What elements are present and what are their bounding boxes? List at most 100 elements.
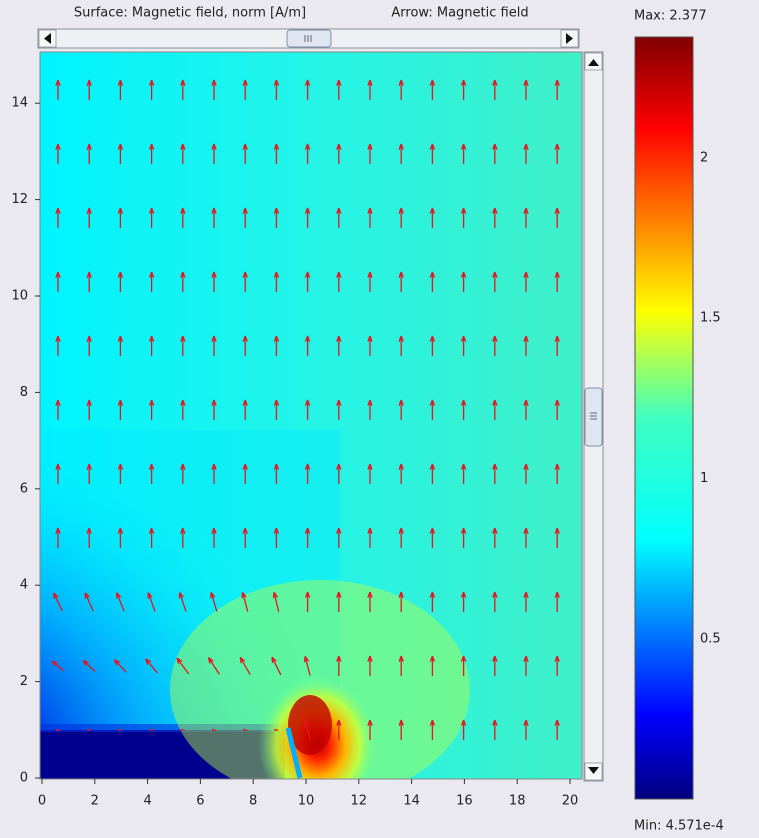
field-arrow [149,728,154,731]
field-arrow [145,658,159,674]
field-arrow [55,79,61,100]
y-tick-label: 6 [20,481,28,496]
field-arrow [117,271,124,292]
field-arrow [86,335,92,356]
field-arrow [86,527,92,549]
field-arrow [242,728,248,731]
field-arrow [429,399,436,420]
field-arrow [460,527,467,548]
field-arrow [51,660,65,672]
field-arrow [336,463,342,484]
field-arrow [398,143,404,164]
field-arrow [554,591,560,612]
colorbar [634,36,694,800]
field-arrow [239,656,251,676]
field-arrow [241,591,249,612]
field-arrow [211,143,217,164]
field-arrow [460,719,467,740]
field-arrow [55,463,61,484]
field-arrow [117,335,124,356]
field-arrow [55,399,61,420]
x-tick-label: 2 [91,794,99,809]
field-arrow [86,271,92,292]
field-arrow [398,719,404,740]
field-arrow [492,591,498,612]
field-arrow [272,591,280,612]
colorbar-tick-label: 0.5 [700,631,721,646]
v-scrollbar[interactable] [583,51,604,782]
field-arrow [148,143,155,164]
y-tick-label: 14 [11,96,28,111]
field-arrow [211,527,217,549]
field-arrow [367,719,373,740]
field-arrow [429,79,436,100]
field-arrow [398,591,404,612]
x-tick-label: 10 [298,794,315,809]
field-arrow [211,728,217,731]
field-arrow [336,719,342,740]
field-arrow [304,463,311,484]
field-arrow [336,335,342,356]
y-tick-label: 8 [20,385,28,400]
field-arrow [460,79,467,100]
field-arrow [148,79,155,100]
field-arrow [554,79,560,100]
field-arrow [242,527,248,549]
h-scrollbar[interactable] [37,28,580,49]
field-arrow [273,271,280,292]
field-arrow [429,271,436,292]
field-arrow [367,79,373,100]
scroll-thumb[interactable] [584,387,603,447]
field-arrow [55,335,61,356]
field-arrow [460,335,467,356]
field-arrow [429,207,436,228]
field-arrow [367,655,373,676]
x-tick-label: 8 [249,794,257,809]
field-arrow [523,655,529,676]
chart-title: Surface: Magnetic field, norm [A/m] [74,6,306,21]
field-arrow [86,728,92,731]
field-arrow [117,143,124,164]
field-arrow [523,591,529,612]
field-arrow [180,463,186,484]
field-arrow [304,207,311,228]
y-tick-label: 12 [11,192,28,207]
colorbar-tick-label: 1.5 [700,311,721,326]
field-arrow [398,655,404,676]
field-arrow [211,271,217,292]
field-arrow [82,659,96,672]
field-arrow [148,463,155,484]
colorbar-tick-label: 2 [700,150,708,165]
field-arrow [303,655,311,676]
field-arrow [523,335,529,356]
field-arrow [117,463,124,484]
field-arrow [460,655,467,676]
field-arrow [398,207,404,228]
field-arrow [429,335,436,356]
field-arrow [367,335,373,356]
scroll-thumb[interactable] [286,29,332,48]
field-arrow [554,335,560,356]
field-arrow [242,207,248,228]
field-arrow [304,591,311,612]
field-arrow [398,79,404,100]
field-arrow [273,207,280,228]
field-arrow [367,271,373,292]
x-tick-label: 12 [351,794,368,809]
field-arrow [303,719,311,740]
field-arrow [55,207,61,228]
field-arrow [148,527,155,549]
field-arrow [492,719,498,740]
field-arrow [118,728,123,731]
field-arrow [148,399,155,420]
field-arrow [86,79,92,100]
field-arrow [554,143,560,164]
field-arrow [429,655,436,676]
colorbar-max: Max: 2.377 [634,9,707,24]
field-arrow [147,592,156,612]
field-arrow [492,527,498,548]
field-arrow [460,271,467,292]
field-arrow [523,143,529,164]
field-arrow [304,271,311,292]
colorbar-min: Min: 4.571e-4 [634,819,724,834]
